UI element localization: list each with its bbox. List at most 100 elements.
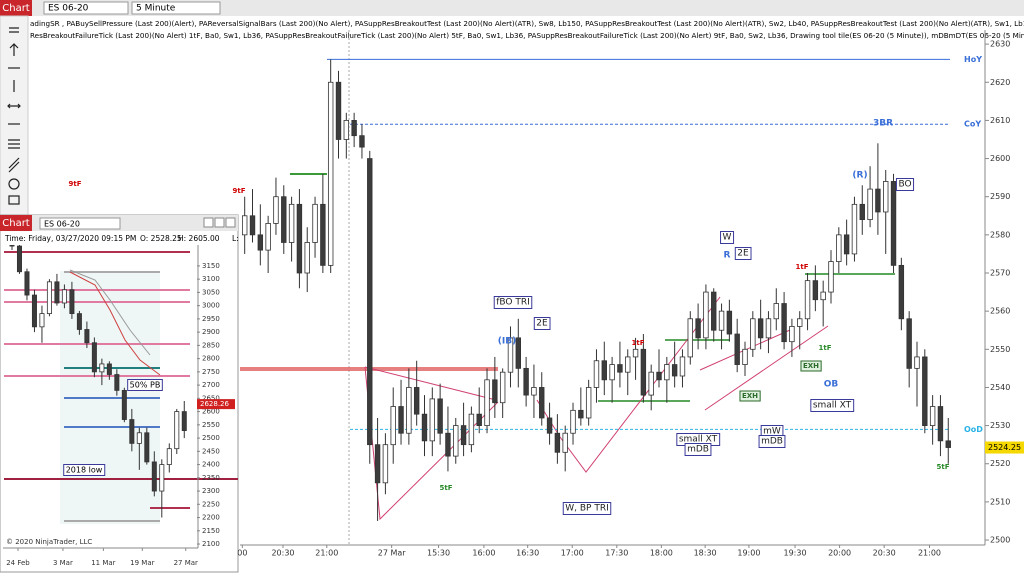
- y-tick-label: 2550: [202, 421, 220, 429]
- candle-body: [181, 411, 187, 432]
- candle-body: [625, 356, 631, 373]
- candle-body: [507, 337, 514, 373]
- y-tick-label: 2100: [202, 540, 220, 548]
- candle-body: [531, 387, 537, 396]
- candle-body: [867, 188, 873, 220]
- candle-body: [288, 203, 295, 243]
- annotation-box: [758, 435, 786, 448]
- interval-select[interactable]: [131, 1, 221, 15]
- candle-body: [406, 387, 412, 434]
- candle-body: [929, 406, 936, 426]
- candle-body: [703, 291, 709, 339]
- level-label: CoY: [964, 120, 981, 129]
- candle-body: [757, 318, 764, 339]
- candle-body: [554, 432, 561, 453]
- candle-body: [945, 440, 951, 448]
- candle-body: [906, 318, 912, 369]
- candle-body: [484, 379, 490, 426]
- candle-body: [742, 348, 748, 365]
- y-tick-label: 2510: [990, 497, 1010, 506]
- inset-info: Time: Friday, 03/27/2020 09:15 PM: [4, 234, 136, 243]
- candle-body: [91, 342, 97, 373]
- y-tick-label: 2580: [990, 230, 1010, 239]
- y-tick-label: 2350: [202, 474, 220, 482]
- y-tick-label: 2550: [990, 345, 1010, 354]
- y-tick-label: 2500: [202, 434, 220, 442]
- inset-annotation: 2018 low: [66, 466, 103, 475]
- annotation: BO: [898, 180, 911, 190]
- candle-body: [468, 413, 475, 446]
- candle-body: [343, 120, 350, 140]
- y-tick-label: 2400: [202, 461, 220, 469]
- x-tick-label: 16:30: [516, 549, 539, 558]
- candle-body: [781, 303, 787, 343]
- y-tick-label: 2620: [990, 78, 1010, 87]
- candle-body: [249, 215, 256, 236]
- y-tick-label: 2750: [202, 368, 220, 376]
- candle-body: [166, 448, 172, 465]
- inset-window: Chart ES 06-20 Time: Friday, 03/27/2020 09…: [0, 214, 239, 573]
- candle-body: [609, 364, 615, 381]
- candle-body: [367, 158, 373, 446]
- candle-body: [106, 363, 112, 375]
- x-tick-label: 24 Feb: [6, 559, 30, 567]
- x-tick-label: 19:00: [737, 549, 760, 558]
- candle-body: [562, 432, 568, 453]
- price-tag: [197, 399, 235, 410]
- candle-body: [671, 364, 678, 377]
- candle-body: [859, 203, 865, 220]
- annotation: mDB: [687, 445, 709, 455]
- candle-body: [617, 364, 623, 373]
- candle-body: [726, 310, 733, 335]
- candle-body: [129, 419, 135, 444]
- x-tick-label: 17:00: [561, 549, 584, 558]
- indicator-line: adingSR , PABuySellPressure (Last 200)(A…: [30, 19, 1024, 28]
- annotation-box: [895, 178, 915, 191]
- candle-body: [851, 203, 858, 255]
- tab-label: Chart: [2, 3, 30, 14]
- price-tag-label: 2628.26: [200, 400, 229, 408]
- inset-tab-label: Chart: [2, 218, 30, 229]
- chart-tab[interactable]: [0, 0, 32, 16]
- y-tick-label: 2900: [202, 328, 220, 336]
- inset-info: O: 2528.25: [140, 234, 182, 243]
- candle-body: [883, 181, 889, 213]
- candle-body: [390, 406, 396, 446]
- x-tick-label: 19 Mar: [130, 559, 154, 567]
- instrument-select[interactable]: [43, 1, 129, 15]
- candle-body: [499, 371, 506, 404]
- candle-body: [648, 371, 654, 396]
- annotation: 1tF: [819, 344, 832, 352]
- inset-instrument-select[interactable]: [39, 217, 121, 230]
- annotation: 5tF: [937, 463, 950, 471]
- candle-body: [460, 425, 467, 446]
- x-tick-label: 16:00: [472, 549, 495, 558]
- y-tick-label: 2950: [202, 315, 220, 323]
- y-tick-label: 2600: [990, 154, 1010, 163]
- x-tick-label: 00: [237, 549, 247, 558]
- inset-tab[interactable]: [0, 215, 32, 231]
- candle-body: [492, 379, 498, 404]
- candle-body: [828, 261, 834, 293]
- candle-body: [296, 203, 303, 274]
- y-tick-label: 2610: [990, 116, 1010, 125]
- candle-body: [265, 223, 271, 251]
- main-plot: [240, 58, 951, 521]
- x-tick-label: 11 Mar: [91, 559, 115, 567]
- y-tick-label: 2570: [990, 269, 1010, 278]
- close-button[interactable]: [225, 217, 236, 228]
- tool-icons: [7, 27, 21, 205]
- annotation-box: [684, 443, 712, 456]
- annotation: (IB): [498, 337, 516, 347]
- y-tick-label: 2630: [990, 40, 1010, 49]
- copyright: © 2020 NinjaTrader, LLC: [6, 538, 92, 546]
- candle-body: [241, 215, 248, 236]
- x-tick-label: 21:00: [918, 549, 941, 558]
- y-tick-label: 2200: [202, 514, 220, 522]
- x-tick-label: 20:00: [828, 549, 851, 558]
- candle-body: [437, 398, 443, 434]
- last-price-label: 2524.25: [988, 443, 1021, 452]
- annotation: 9tF: [69, 180, 82, 188]
- y-tick-label: 2560: [990, 307, 1010, 316]
